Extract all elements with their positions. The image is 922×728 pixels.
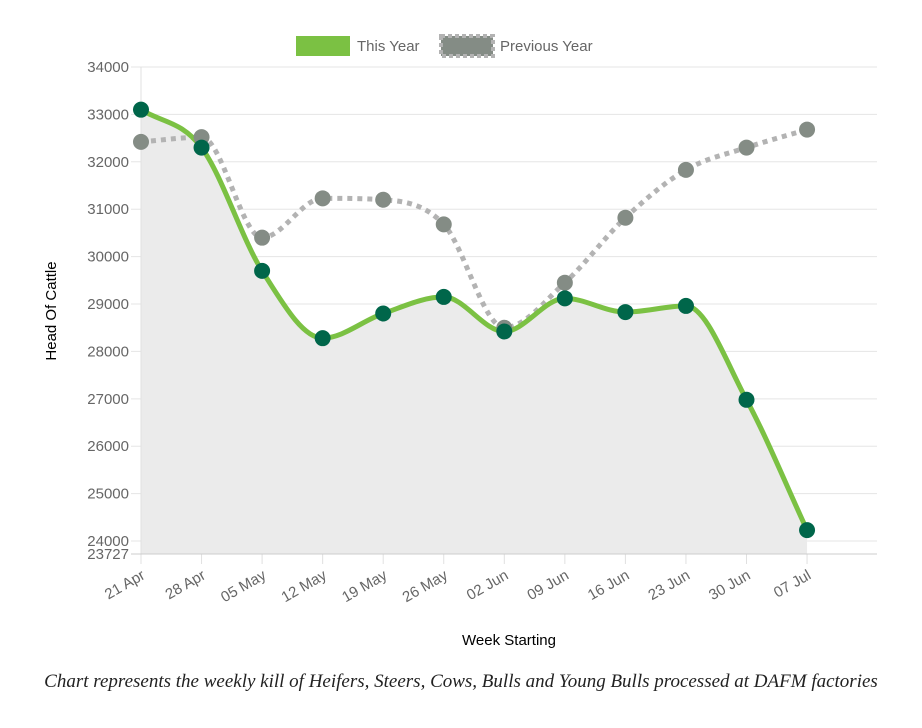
x-tick-label: 23 Jun	[645, 567, 693, 604]
point-previous-year[interactable]	[435, 216, 452, 233]
x-tick-label: 05 May	[218, 566, 270, 606]
legend: This Year Previous Year	[296, 34, 593, 58]
y-tick-label: 29000	[87, 296, 129, 313]
y-tick-label: 32000	[87, 154, 129, 171]
legend-label-previous-year[interactable]: Previous Year	[500, 38, 593, 55]
x-axis-title: Week Starting	[462, 632, 556, 649]
point-previous-year[interactable]	[314, 190, 331, 207]
y-tick-label: 34000	[87, 59, 129, 76]
x-tick-label: 02 Jun	[464, 567, 512, 604]
point-this-year[interactable]	[254, 262, 271, 279]
x-tick-label: 12 May	[279, 566, 331, 606]
point-this-year[interactable]	[435, 288, 452, 305]
y-tick-label: 27000	[87, 391, 129, 408]
point-this-year[interactable]	[314, 330, 331, 347]
y-tick-label: 28000	[87, 343, 129, 360]
legend-label-this-year[interactable]: This Year	[357, 38, 420, 55]
x-tick-label: 28 Apr	[162, 567, 208, 603]
point-this-year[interactable]	[133, 101, 149, 118]
point-previous-year[interactable]	[677, 161, 694, 178]
y-tick-label: 23727	[87, 546, 129, 563]
point-previous-year[interactable]	[556, 274, 573, 291]
y-tick-label: 24000	[87, 533, 129, 550]
x-tick-labels: 21 Apr 28 Apr 05 May 12 May 19 May 26 May 02 J…	[102, 566, 814, 606]
chart-caption: Chart represents the weekly kill of Heif…	[44, 671, 878, 692]
point-this-year[interactable]	[375, 305, 392, 322]
point-this-year[interactable]	[496, 323, 513, 340]
point-previous-year[interactable]	[375, 191, 392, 208]
x-tick-label: 07 Jul	[771, 567, 814, 602]
y-tick-label: 25000	[87, 486, 129, 503]
point-previous-year[interactable]	[133, 133, 149, 150]
point-previous-year[interactable]	[799, 121, 816, 138]
x-tick-label: 16 Jun	[585, 567, 633, 604]
area-fill	[141, 109, 808, 555]
point-this-year[interactable]	[556, 290, 573, 307]
x-tick-label: 19 May	[339, 566, 391, 606]
point-previous-year[interactable]	[738, 139, 755, 156]
series-lines	[139, 107, 810, 532]
point-previous-year[interactable]	[254, 229, 271, 246]
x-tick-label: 26 May	[400, 566, 452, 606]
line-this-year	[139, 107, 810, 532]
point-this-year[interactable]	[799, 522, 816, 539]
y-tick-label: 33000	[87, 106, 129, 123]
point-this-year[interactable]	[738, 391, 755, 408]
series-points	[133, 101, 816, 539]
x-tick-label: 30 Jun	[706, 567, 754, 604]
legend-swatch-this-year[interactable]	[296, 36, 350, 56]
x-tick-label: 21 Apr	[102, 567, 148, 603]
legend-swatch-previous-year[interactable]	[439, 34, 495, 58]
y-tick-labels: 34000 33000 32000 31000 30000 29000 28000 27000…	[87, 59, 129, 563]
line-chart: 34000 33000 32000 31000 30000 29000 28000 27000…	[43, 34, 877, 649]
point-this-year[interactable]	[617, 304, 634, 321]
x-tick-label: 09 Jun	[524, 567, 572, 604]
point-this-year[interactable]	[193, 139, 210, 156]
area-this-year	[141, 109, 808, 555]
point-previous-year[interactable]	[617, 209, 634, 226]
y-tick-label: 26000	[87, 438, 129, 455]
y-tick-label: 31000	[87, 201, 129, 218]
y-axis-title: Head Of Cattle	[43, 261, 60, 360]
y-tick-label: 30000	[87, 249, 129, 266]
point-this-year[interactable]	[677, 297, 694, 314]
